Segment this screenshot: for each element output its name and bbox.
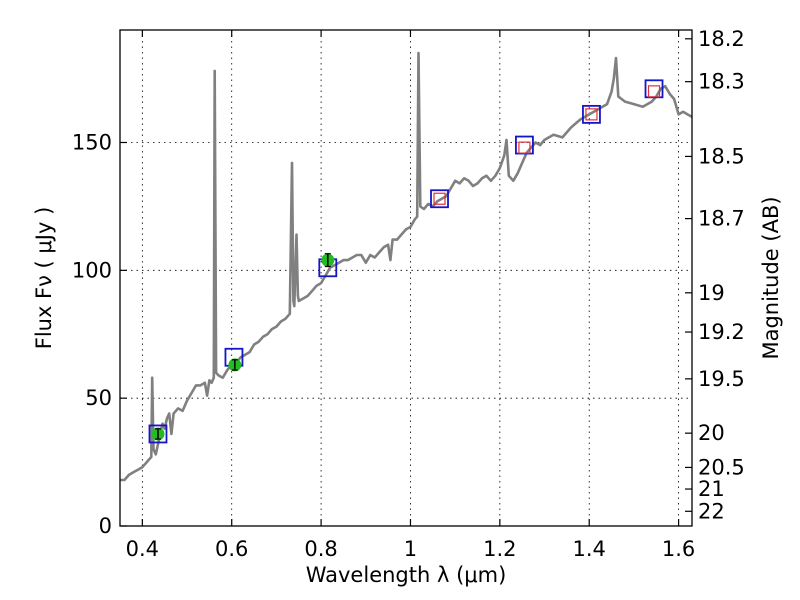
spectrum-line — [120, 51, 693, 482]
right-tick-label: 21 — [698, 477, 725, 501]
photometry-box — [430, 189, 449, 209]
model-square — [647, 85, 661, 98]
model-square — [518, 141, 531, 154]
x-tick-label: 0.6 — [215, 537, 248, 561]
model-square — [585, 108, 598, 121]
y-tick-label: 100 — [72, 258, 112, 282]
y-axis-label: Flux Fν ( μJy ) — [32, 207, 56, 350]
photometry-box — [582, 104, 601, 124]
right-tick-label: 18.2 — [698, 27, 745, 51]
x-tick-label: 1.2 — [483, 537, 516, 561]
y-tick-label: 0 — [99, 514, 112, 538]
right-tick-label: 20.5 — [698, 455, 745, 479]
right-tick-label: 19.2 — [698, 320, 745, 344]
x-axis-label: Wavelength λ (μm) — [306, 563, 507, 587]
x-tick-label: 0.8 — [304, 537, 337, 561]
y-tick-label: 50 — [85, 386, 112, 410]
y-tick-label: 150 — [72, 130, 112, 154]
right-tick-label: 20 — [698, 421, 725, 445]
right-tick-label: 19.5 — [698, 367, 745, 391]
right-tick-label: 18.3 — [698, 70, 745, 94]
x-tick-label: 1.4 — [573, 537, 606, 561]
right-tick-label: 22 — [698, 499, 725, 523]
x-tick-label: 1.6 — [662, 537, 695, 561]
x-axis: 0.4 0.6 0.8 1 1.2 1.4 1.6 — [126, 30, 695, 561]
x-tick-label: 0.4 — [126, 537, 159, 561]
spectrum-layer — [120, 51, 693, 482]
right-tick-label: 19 — [698, 281, 725, 305]
right-tick-label: 18.7 — [698, 207, 745, 231]
y-axis-left: 0 50 100 150 — [72, 130, 127, 538]
plot-frame — [119, 29, 693, 527]
right-axis-label: Magnitude (AB) — [759, 196, 783, 359]
model-square — [433, 192, 446, 205]
right-tick-label: 18.5 — [698, 144, 745, 168]
photometry-box — [148, 424, 168, 444]
photometry-markers — [148, 79, 664, 444]
x-tick-label: 1 — [404, 537, 417, 561]
